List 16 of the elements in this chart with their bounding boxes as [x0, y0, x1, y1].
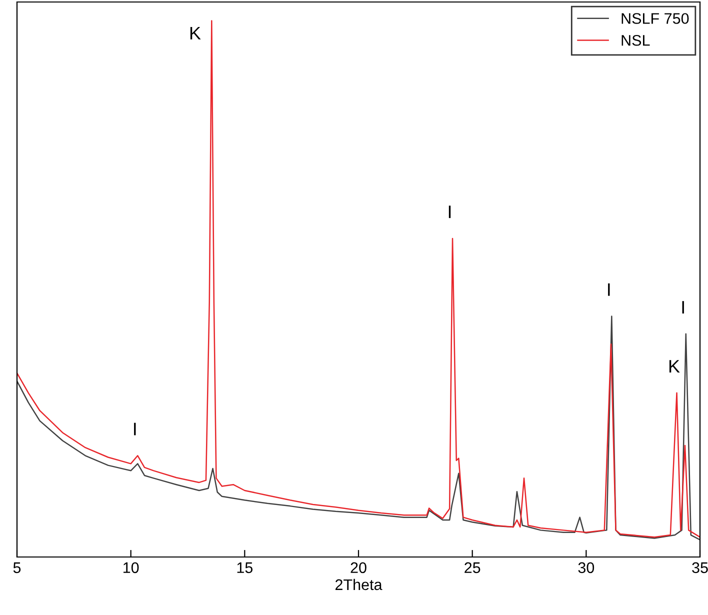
x-tick-label: 15	[237, 562, 253, 574]
x-axis-title: 2Theta	[335, 578, 382, 590]
x-tick-label: 5	[13, 562, 21, 574]
annotation: K	[669, 360, 680, 372]
annotation: I	[682, 301, 684, 314]
legend-label: NSL	[622, 34, 650, 46]
x-tick-label: 20	[350, 562, 366, 574]
x-tick-label: 25	[464, 562, 480, 574]
x-tick-label: 35	[692, 562, 708, 574]
annotation: K	[190, 26, 201, 40]
legend-label: NSLF 750	[622, 13, 689, 24]
annotation: I	[448, 206, 451, 218]
annotation: I	[608, 283, 610, 296]
x-tick-label: 30	[578, 562, 594, 574]
annotation: I	[134, 422, 136, 436]
x-tick-label: 10	[124, 562, 139, 574]
